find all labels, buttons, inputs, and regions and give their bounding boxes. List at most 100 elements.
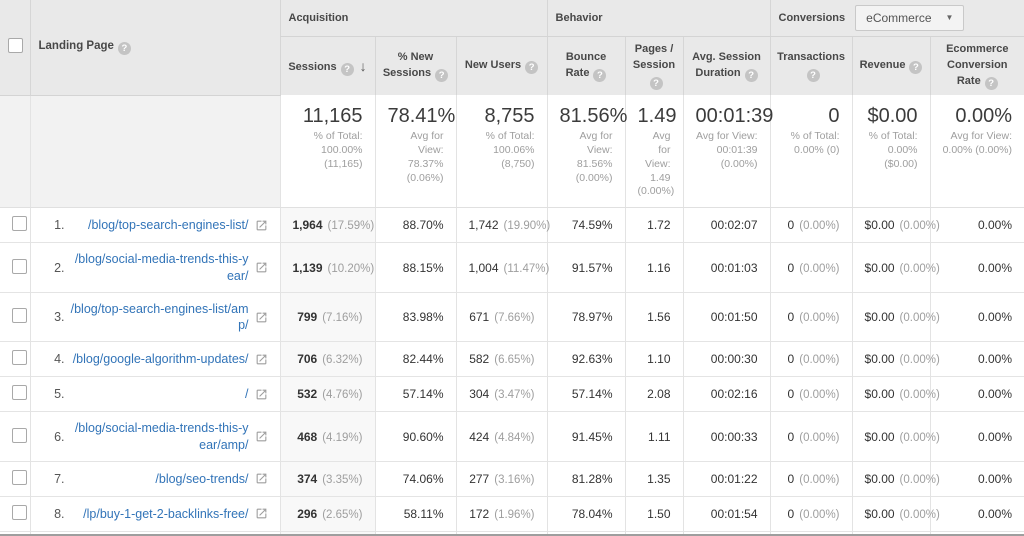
help-icon[interactable]: ? [117, 41, 131, 55]
new-users-cell: 424 (4.84%) [455, 411, 548, 462]
open-in-new-icon[interactable] [255, 353, 268, 366]
bounce-rate-cell: 57.14% [546, 376, 626, 412]
new-sessions-cell: 74.06% [374, 460, 456, 497]
help-icon[interactable]: ? [744, 68, 758, 82]
row-checkbox[interactable] [12, 216, 27, 232]
conversions-label: Conversions [778, 11, 846, 24]
sessions-cell: 532 (4.76%) [279, 376, 375, 412]
avg-session-duration-cell: 00:02:16 [682, 376, 771, 412]
ecommerce-conversion-rate-cell: 0.00% [929, 291, 1024, 342]
open-in-new-icon[interactable] [255, 311, 268, 324]
column-header-sessions[interactable]: Sessions? ↓ [279, 36, 375, 95]
select-all-checkbox[interactable] [8, 38, 23, 54]
new-sessions-cell: 90.60% [374, 411, 456, 462]
new-users-cell: 671 (7.66%) [455, 291, 548, 342]
chevron-down-icon: ▼ [945, 13, 954, 23]
bounce-rate-cell: 74.59% [546, 207, 626, 243]
conversions-goal-dropdown[interactable]: eCommerce ▼ [855, 4, 965, 31]
column-header-transactions[interactable]: Transactions? [769, 36, 853, 95]
table-row: 2. /blog/social-media-trends-this-year/ … [0, 242, 1024, 293]
column-header-pages-session[interactable]: Pages / Session? [624, 36, 684, 95]
bounce-rate-cell: 91.45% [546, 411, 626, 462]
landing-page-link[interactable]: /blog/top-search-engines-list/amp/ [70, 301, 249, 333]
open-in-new-icon[interactable] [255, 219, 268, 232]
totals-ecommerce-conversion-rate: 0.00% Avg for View: 0.00% (0.00%) [929, 95, 1024, 209]
revenue-cell: $0.00(0.00%) [851, 495, 940, 532]
totals-row: 11,165 % of Total: 100.00% (11,165) 78.4… [0, 95, 1024, 209]
ecommerce-conversion-rate-cell: 0.00% [929, 411, 1024, 462]
new-users-cell: 135(1.54%) [455, 530, 548, 534]
row-checkbox[interactable] [12, 504, 27, 520]
table-row: 7. /blog/seo-trends/ 374 (3.35%) 74.06% 2… [0, 460, 1024, 497]
column-header-bounce-rate[interactable]: Bounce Rate? [546, 36, 626, 95]
landing-page-link[interactable]: / [245, 387, 249, 402]
sort-descending-icon: ↓ [359, 57, 367, 74]
transactions-cell: 0(0.00%) [769, 411, 853, 462]
landing-page-link[interactable]: /blog/social-media-trends-this-year/amp/ [74, 421, 249, 452]
landing-page-link[interactable]: /blog/top-search-engines-list/ [88, 218, 249, 233]
column-header-revenue[interactable]: Revenue? [851, 36, 931, 95]
sessions-cell: 164(1.47%) [279, 530, 375, 534]
landing-page-cell: 8. /lp/buy-1-get-2-backlinks-free/ [29, 495, 280, 532]
row-checkbox[interactable] [12, 350, 27, 366]
help-icon[interactable]: ? [435, 68, 449, 82]
column-header-new-users[interactable]: New Users? [455, 36, 548, 95]
table-row: 4. /blog/google-algorithm-updates/ 706 (6… [0, 341, 1024, 377]
totals-bounce-rate: 81.56% Avg for View: 81.56% (0.00%) [546, 95, 627, 209]
new-users-cell: 304 (3.47%) [455, 376, 548, 412]
help-icon[interactable]: ? [593, 68, 607, 82]
bounce-rate-cell: 81.28% [546, 460, 626, 497]
dropdown-selected-value: eCommerce [866, 10, 932, 25]
column-header-ecommerce-conversion-rate[interactable]: Ecommerce Conversion Rate? [929, 36, 1024, 95]
transactions-cell: 0(0.00%) [769, 291, 853, 342]
acquisition-label: Acquisition [288, 11, 349, 24]
row-checkbox[interactable] [12, 385, 27, 401]
column-header-avg-session-duration[interactable]: Avg. Session Duration? [682, 36, 771, 95]
ecommerce-conversion-rate-cell: 0.00% [929, 376, 1024, 412]
open-in-new-icon[interactable] [255, 472, 268, 485]
row-index: 4. [54, 352, 65, 367]
row-checkbox[interactable] [12, 258, 27, 274]
sessions-cell: 468 (4.19%) [279, 411, 375, 462]
pages-session-cell: 1.17 [624, 530, 684, 534]
new-sessions-cell: 58.11% [374, 495, 456, 532]
help-icon[interactable]: ? [984, 76, 998, 90]
table-row: 9. /blog/meta-title-length-meta-descript… [0, 530, 1024, 534]
landing-page-cell: 7. /blog/seo-trends/ [29, 460, 280, 497]
sessions-cell: 1,139 (10.20%) [279, 242, 375, 293]
landing-page-link[interactable]: /blog/seo-trends/ [155, 471, 249, 486]
new-users-cell: 582 (6.65%) [455, 341, 548, 377]
revenue-cell: $0.00(0.00%) [851, 341, 940, 377]
help-icon[interactable]: ? [806, 68, 820, 82]
open-in-new-icon[interactable] [255, 261, 268, 274]
open-in-new-icon[interactable] [255, 430, 268, 443]
revenue-cell: $0.00(0.00%) [851, 460, 940, 497]
help-icon[interactable]: ? [340, 62, 354, 76]
landing-page-header-label: Landing Page [38, 39, 114, 52]
pages-session-cell: 1.72 [624, 207, 684, 243]
transactions-cell: 0(0.00%) [769, 242, 853, 293]
row-checkbox[interactable] [12, 469, 27, 485]
transactions-cell: 0(0.00%) [769, 495, 853, 532]
totals-new-sessions: 78.41% Avg for View: 78.37% (0.06%) [374, 95, 456, 209]
column-header-landing-page[interactable]: Landing Page? [29, 0, 280, 96]
ecommerce-conversion-rate-cell: 0.00% [929, 460, 1024, 497]
open-in-new-icon[interactable] [255, 507, 268, 520]
ecommerce-conversion-rate-cell: 0.00% [929, 530, 1024, 534]
help-icon[interactable]: ? [649, 76, 663, 90]
open-in-new-icon[interactable] [255, 388, 268, 401]
column-header-new-sessions[interactable]: % New Sessions? [374, 36, 456, 95]
landing-page-link[interactable]: /lp/buy-1-get-2-backlinks-free/ [83, 506, 249, 521]
row-checkbox[interactable] [12, 308, 27, 324]
pages-session-cell: 1.56 [624, 291, 684, 342]
help-icon[interactable]: ? [909, 60, 923, 74]
help-icon[interactable]: ? [525, 60, 539, 74]
landing-page-cell: 2. /blog/social-media-trends-this-year/ [29, 242, 280, 293]
avg-session-duration-cell: 00:00:48 [682, 530, 771, 534]
landing-page-link[interactable]: /blog/google-algorithm-updates/ [72, 352, 249, 367]
row-checkbox[interactable] [12, 427, 27, 443]
landing-page-link[interactable]: /blog/social-media-trends-this-year/ [74, 252, 249, 283]
avg-session-duration-cell: 00:01:54 [682, 495, 771, 532]
pages-session-cell: 2.08 [624, 376, 684, 412]
